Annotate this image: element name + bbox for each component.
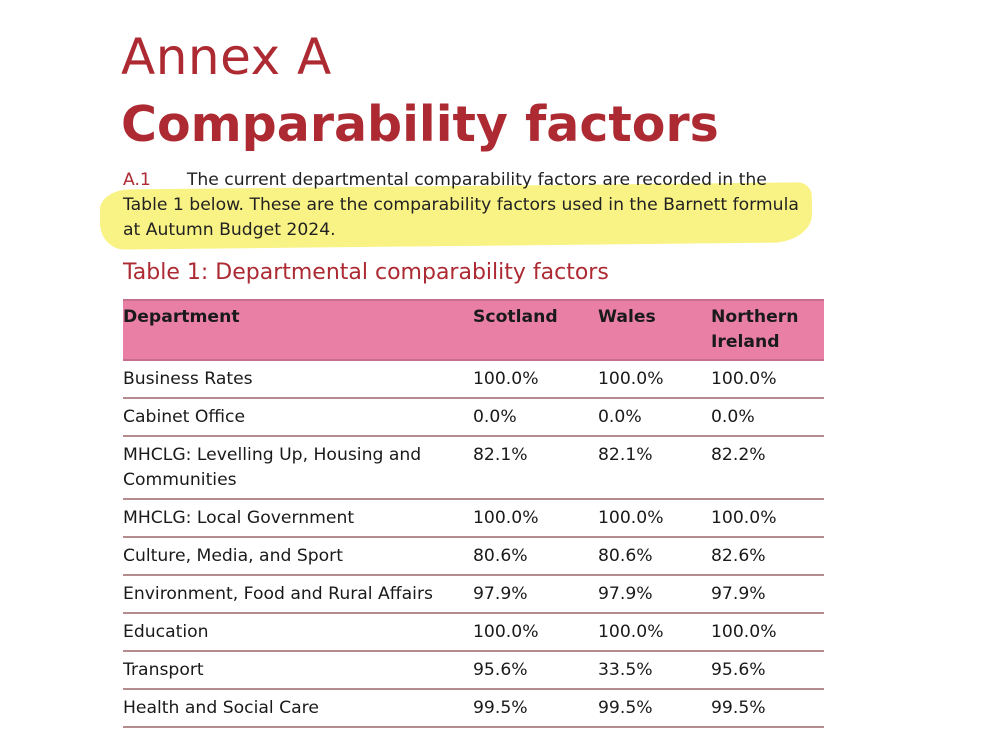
header-department: Department [123,299,473,361]
header-wales: Wales [598,299,711,361]
cell-department: MHCLG: Levelling Up, Housing and Communi… [123,436,473,500]
cell-department: MHCLG: Local Government [123,499,473,538]
table-row: Education 100.0% 100.0% 100.0% [123,613,824,652]
cell-department: Culture, Media, and Sport [123,537,473,576]
cell-department: Environment, Food and Rural Affairs [123,575,473,614]
paragraph-number: A.1 [123,170,151,190]
paragraph-text: The current departmental comparability f… [123,170,799,240]
cell-wales: 100.0% [598,499,711,538]
table-row: MHCLG: Local Government 100.0% 100.0% 100.0… [123,499,824,538]
cell-northern-ireland: 100.0% [711,360,824,399]
cell-scotland: 80.6% [473,537,598,576]
cell-department: Transport [123,651,473,690]
cell-department: Health and Social Care [123,689,473,728]
table-row: Environment, Food and Rural Affairs 97.9%… [123,575,824,614]
cell-wales: 82.1% [598,436,711,500]
cell-wales: 80.6% [598,537,711,576]
paragraph-a1: A.1 The current departmental comparabilit… [123,168,813,243]
cell-wales: 97.9% [598,575,711,614]
cell-northern-ireland: 97.9% [711,575,824,614]
cell-northern-ireland: 0.0% [711,398,824,437]
cell-northern-ireland: 99.5% [711,689,824,728]
cell-scotland: 82.1% [473,436,598,500]
header-scotland: Scotland [473,299,598,361]
cell-department: Cabinet Office [123,398,473,437]
table-row: Health and Social Care 99.5% 99.5% 99.5% [123,689,824,728]
header-northern-ireland: Northern Ireland [711,299,824,361]
table-row: Business Rates 100.0% 100.0% 100.0% [123,360,824,399]
table-row: Cabinet Office 0.0% 0.0% 0.0% [123,398,824,437]
table-row: Transport 95.6% 33.5% 95.6% [123,651,824,690]
cell-northern-ireland: 95.6% [711,651,824,690]
cell-wales: 0.0% [598,398,711,437]
cell-wales: 100.0% [598,360,711,399]
cell-northern-ireland: 100.0% [711,499,824,538]
cell-scotland: 100.0% [473,613,598,652]
cell-scotland: 100.0% [473,360,598,399]
cell-wales: 33.5% [598,651,711,690]
page-title: Comparability factors [121,96,719,153]
table-header-row: Department Scotland Wales Northern Irela… [123,299,824,361]
cell-scotland: 95.6% [473,651,598,690]
annex-label: Annex A [121,28,332,86]
cell-scotland: 97.9% [473,575,598,614]
cell-department: Business Rates [123,360,473,399]
cell-wales: 99.5% [598,689,711,728]
cell-northern-ireland: 82.2% [711,436,824,500]
comparability-table: Department Scotland Wales Northern Irela… [123,299,824,728]
cell-northern-ireland: 100.0% [711,613,824,652]
table-row: MHCLG: Levelling Up, Housing and Communi… [123,436,824,500]
table-caption: Table 1: Departmental comparability fact… [123,260,609,285]
cell-scotland: 99.5% [473,689,598,728]
cell-wales: 100.0% [598,613,711,652]
table-row: Culture, Media, and Sport 80.6% 80.6% 82.6% [123,537,824,576]
cell-department: Education [123,613,473,652]
cell-scotland: 0.0% [473,398,598,437]
cell-scotland: 100.0% [473,499,598,538]
cell-northern-ireland: 82.6% [711,537,824,576]
